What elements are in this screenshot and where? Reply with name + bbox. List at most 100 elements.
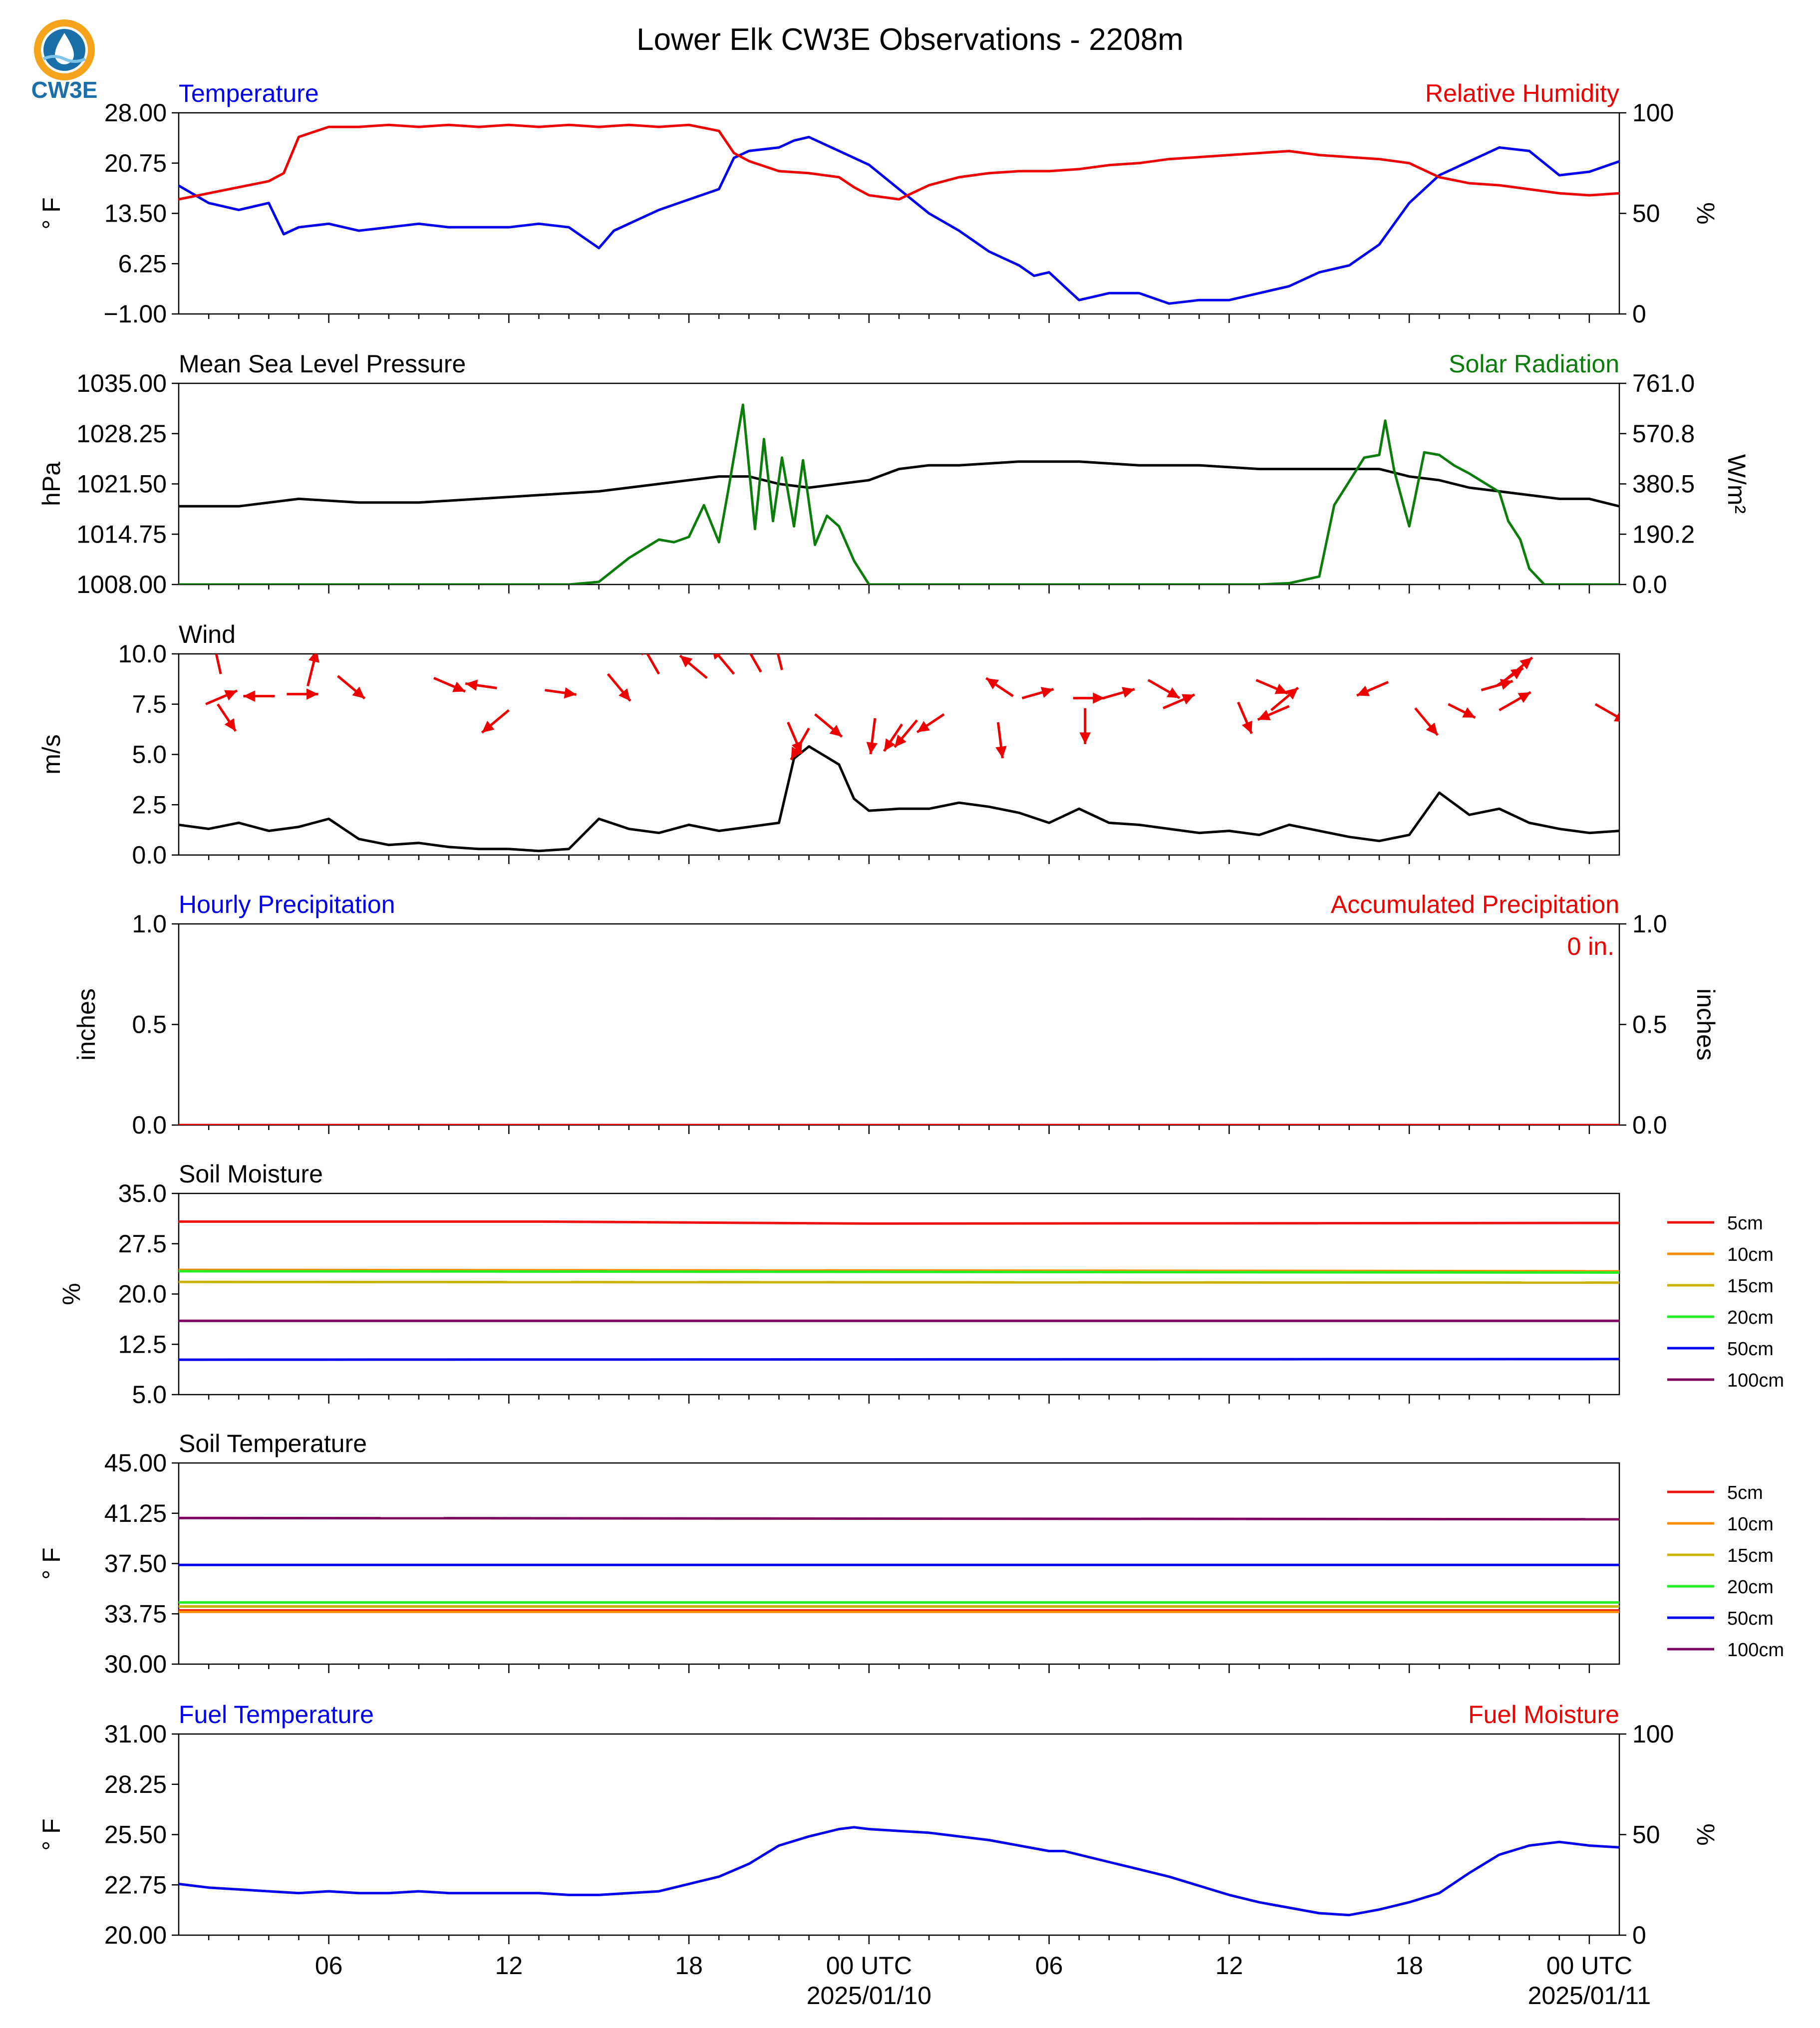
wind-arrow-head bbox=[791, 747, 802, 760]
wind-arrow-head bbox=[1285, 687, 1298, 700]
wind-arrow-head bbox=[1167, 687, 1180, 698]
panel-title-right: Relative Humidity bbox=[1425, 79, 1619, 107]
wind-arrow-head bbox=[995, 746, 1007, 759]
y-tick-label: 1021.50 bbox=[76, 470, 167, 498]
legend-label-15cm: 15cm bbox=[1727, 1276, 1774, 1297]
y-tick-label: 12.5 bbox=[118, 1330, 167, 1358]
wind-arrow-head bbox=[452, 681, 466, 692]
panel-wind: Wind 0.0 2.5 5.0 7.5 10.0 m/s bbox=[37, 620, 1620, 869]
x-tick-label: 12 bbox=[495, 1952, 523, 1980]
y2-axis-label: inches bbox=[1692, 988, 1720, 1061]
legend-label-20cm: 20cm bbox=[1727, 1577, 1774, 1598]
panel-soil_temperature: Soil Temperature 30.00 33.75 37.50 41.25 45.0… bbox=[37, 1430, 1784, 1678]
series-line-solar-radiation bbox=[179, 403, 1619, 584]
y2-axis-label: W/m² bbox=[1723, 454, 1751, 514]
y-tick-label: 27.5 bbox=[118, 1230, 167, 1258]
panel-title-right: Fuel Moisture bbox=[1468, 1701, 1619, 1729]
y-tick-label: 1028.25 bbox=[76, 420, 167, 448]
y-tick-label: 0.0 bbox=[132, 841, 167, 869]
wind-arrow-head bbox=[1182, 694, 1195, 705]
wind-arrow-shaft bbox=[776, 654, 783, 670]
logo-ring-icon bbox=[34, 19, 95, 80]
series-line-fuel-temperature bbox=[179, 1826, 1619, 1917]
y-tick-label: 20.0 bbox=[118, 1280, 167, 1308]
wind-arrow-shaft bbox=[749, 654, 762, 673]
legend-soil_temperature: 5cm 10cm 15cm 20cm 50cm 100cm bbox=[1667, 1482, 1784, 1661]
legend-soil_moisture: 5cm 10cm 15cm 20cm 50cm 100cm bbox=[1667, 1213, 1784, 1391]
y-axis-label: inches bbox=[72, 988, 100, 1061]
y-tick-label: 20.75 bbox=[104, 149, 167, 177]
wind-arrow-head bbox=[1519, 657, 1532, 670]
series-line-temperature bbox=[179, 136, 1619, 305]
y-tick-label: 10.0 bbox=[118, 640, 167, 668]
y-tick-label: 20.00 bbox=[104, 1921, 167, 1949]
wind-arrow-head bbox=[866, 742, 878, 754]
y2-tick-label: 50 bbox=[1632, 200, 1660, 228]
wind-arrow-head bbox=[224, 690, 238, 701]
figure-title: Lower Elk CW3E Observations - 2208m bbox=[636, 22, 1184, 57]
y-axis-label: ° F bbox=[37, 1818, 65, 1850]
series-line-5cm bbox=[179, 1220, 1619, 1225]
wind-arrow-head bbox=[713, 654, 722, 660]
legend-label-50cm: 50cm bbox=[1727, 1608, 1774, 1629]
logo-wave-icon bbox=[42, 55, 86, 63]
panel-title-left: Fuel Temperature bbox=[179, 1701, 374, 1729]
legend-label-10cm: 10cm bbox=[1727, 1244, 1774, 1265]
wind-arrow-head bbox=[884, 738, 896, 752]
y-tick-label: 7.5 bbox=[132, 690, 167, 718]
y-tick-label: 0.0 bbox=[132, 1111, 167, 1139]
wind-arrow-head bbox=[680, 655, 693, 668]
y2-tick-label: 50 bbox=[1632, 1821, 1660, 1849]
wind-arrow-shaft bbox=[1594, 703, 1619, 720]
panel-title-left: Hourly Precipitation bbox=[179, 890, 395, 918]
wind-arrow-head bbox=[1274, 683, 1288, 694]
y-tick-label: 1.0 bbox=[132, 910, 167, 938]
wind-arrow-head bbox=[352, 686, 365, 699]
wind-arrow-head bbox=[618, 688, 630, 701]
panel-title-left: Mean Sea Level Pressure bbox=[179, 350, 466, 378]
y2-tick-label: 380.5 bbox=[1632, 470, 1695, 498]
wind-arrow-head bbox=[1122, 687, 1135, 698]
y2-tick-label: 0.0 bbox=[1632, 571, 1667, 598]
wind-arrow-head bbox=[224, 718, 236, 731]
y-tick-label: 33.75 bbox=[104, 1600, 167, 1628]
y-axis-label: % bbox=[57, 1283, 85, 1305]
x-tick-date-label: 2025/01/11 bbox=[1528, 1982, 1651, 2010]
y-tick-label: 5.0 bbox=[132, 741, 167, 769]
y-tick-label: 5.0 bbox=[132, 1381, 167, 1409]
precip-total-label: 0 in. bbox=[1567, 932, 1614, 960]
x-tick-date-label: 2025/01/10 bbox=[807, 1982, 931, 2010]
legend-label-20cm: 20cm bbox=[1727, 1307, 1774, 1328]
series-line-20cm bbox=[179, 1270, 1619, 1274]
series-group bbox=[179, 654, 1619, 853]
y-tick-label: 1008.00 bbox=[76, 571, 167, 598]
wind-arrow-head bbox=[482, 721, 495, 733]
wind-arrow-head bbox=[308, 654, 319, 663]
x-tick-label: 00 UTC bbox=[826, 1952, 912, 1980]
wind-arrow-shaft bbox=[646, 654, 660, 675]
series-group bbox=[179, 1826, 1619, 1917]
wind-arrow-head bbox=[1257, 710, 1271, 720]
wind-arrow-head bbox=[1613, 711, 1619, 722]
wind-arrow-head bbox=[1093, 692, 1105, 704]
y-tick-label: 1014.75 bbox=[76, 520, 167, 548]
legend-label-10cm: 10cm bbox=[1727, 1514, 1774, 1535]
series-group bbox=[179, 1220, 1619, 1361]
panel-title-left: Temperature bbox=[179, 79, 319, 107]
y-tick-label: 28.25 bbox=[104, 1770, 167, 1798]
series-line-wind-speed bbox=[179, 745, 1619, 853]
panel-soil_moisture: Soil Moisture 5.0 12.5 20.0 27.5 35.0% 5cm 10cm… bbox=[57, 1160, 1784, 1409]
y2-axis-label: % bbox=[1692, 202, 1720, 224]
wind-arrow-shaft bbox=[215, 654, 222, 674]
y2-tick-label: 761.0 bbox=[1632, 369, 1695, 397]
panel-title-right: Accumulated Precipitation bbox=[1331, 890, 1619, 918]
panel-title-left: Soil Temperature bbox=[179, 1430, 367, 1457]
y2-tick-label: 190.2 bbox=[1632, 520, 1695, 548]
y2-tick-label: 0.0 bbox=[1632, 1111, 1667, 1139]
y-tick-label: 35.0 bbox=[118, 1179, 167, 1207]
y-axis-label: ° F bbox=[37, 1547, 65, 1579]
wind-arrow-head bbox=[917, 721, 930, 732]
x-tick-label: 00 UTC bbox=[1546, 1952, 1632, 1980]
wind-arrow-head bbox=[243, 690, 255, 702]
